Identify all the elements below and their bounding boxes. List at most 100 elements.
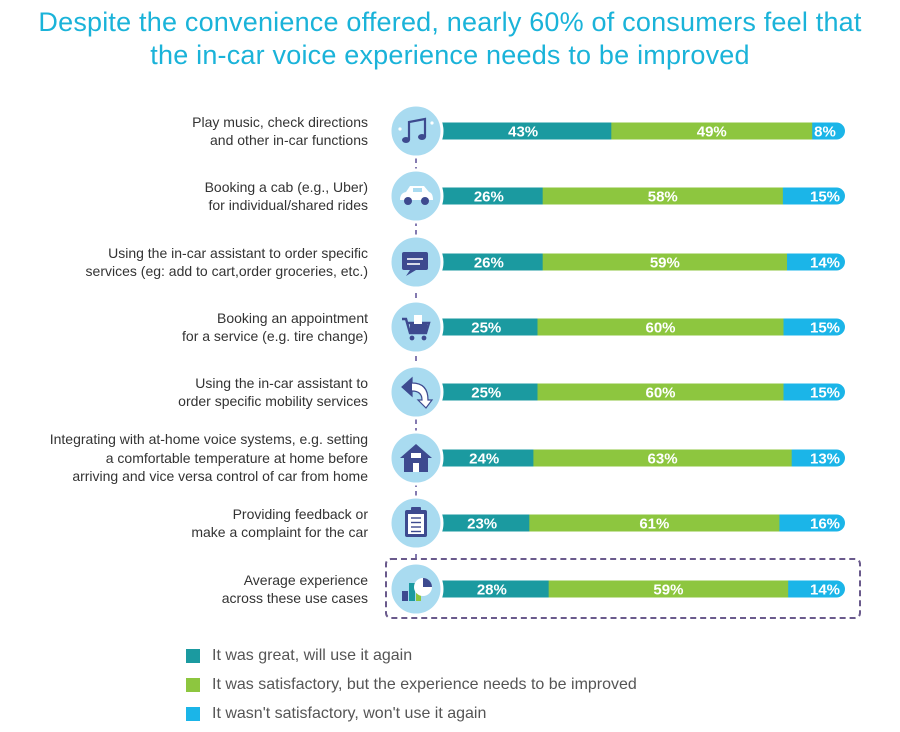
bar-row-7: 23% 61% 16% bbox=[435, 514, 845, 533]
bar-segment-satisfactory bbox=[529, 514, 780, 532]
data-label-not-satisfactory: 13% bbox=[810, 451, 840, 468]
bar-pie-icon bbox=[388, 561, 444, 617]
data-label-satisfactory: 60% bbox=[645, 320, 675, 337]
bar-segment-not-satisfactory bbox=[782, 187, 837, 205]
data-label-great: 25% bbox=[471, 385, 501, 402]
icon-circle bbox=[388, 103, 444, 159]
bar-row-6: 24% 63% 13% bbox=[435, 449, 845, 468]
data-label-great: 43% bbox=[508, 124, 538, 141]
shopping-cart-icon bbox=[388, 299, 444, 355]
data-label-satisfactory: 60% bbox=[645, 385, 675, 402]
bar-row-1: 43% 49% 8% bbox=[435, 122, 845, 141]
row-label-line: Providing feedback or bbox=[232, 505, 368, 522]
data-label-satisfactory: 49% bbox=[697, 124, 727, 141]
data-label-great: 26% bbox=[474, 189, 504, 206]
car-icon bbox=[388, 168, 444, 224]
data-label-satisfactory: 63% bbox=[648, 451, 678, 468]
row-label-line: Average experience bbox=[243, 571, 368, 588]
data-label-not-satisfactory: 14% bbox=[810, 582, 840, 599]
data-label-great: 25% bbox=[471, 320, 501, 337]
data-label-not-satisfactory: 14% bbox=[810, 255, 840, 272]
bar-segment-great bbox=[435, 514, 530, 532]
bar-segment-not-satisfactory bbox=[812, 122, 837, 140]
bar-segment-great bbox=[435, 580, 550, 598]
legend-item-not-satisfactory: It wasn't satisfactory, won't use it aga… bbox=[186, 699, 637, 728]
row-label-line: Booking an appointment bbox=[217, 309, 368, 326]
chart-title: Despite the convenience offered, nearly … bbox=[0, 6, 900, 72]
bar-segment-satisfactory bbox=[537, 318, 784, 336]
data-label-satisfactory: 61% bbox=[639, 516, 669, 533]
bar-segment-great bbox=[435, 122, 612, 140]
data-label-great: 28% bbox=[477, 582, 507, 599]
legend-label-great: It was great, will use it again bbox=[212, 646, 413, 664]
chart-title-line-2: the in-car voice experience needs to be … bbox=[150, 40, 750, 70]
bar-segment-not-satisfactory bbox=[779, 514, 837, 532]
data-label-satisfactory: 59% bbox=[650, 255, 680, 272]
row-label-line: across these use cases bbox=[221, 590, 368, 606]
row-label-line: for individual/shared rides bbox=[208, 197, 368, 213]
bar-segment-satisfactory bbox=[533, 449, 793, 467]
row-label-line: make a complaint for the car bbox=[191, 524, 368, 540]
row-label-line: a comfortable temperature at home before bbox=[105, 449, 368, 466]
bar-segment-great bbox=[435, 449, 534, 467]
bar-segment-not-satisfactory bbox=[791, 449, 837, 467]
arrow-return-icon bbox=[388, 364, 444, 420]
legend-swatch-great bbox=[186, 648, 200, 663]
data-label-not-satisfactory: 8% bbox=[814, 124, 836, 141]
legend-item-great: It was great, will use it again bbox=[186, 641, 637, 670]
data-label-not-satisfactory: 16% bbox=[810, 516, 840, 533]
bar-row-8: 28% 59% 14% bbox=[435, 580, 845, 599]
bar-segment-satisfactory bbox=[542, 253, 788, 271]
data-label-great: 24% bbox=[469, 451, 499, 468]
data-label-not-satisfactory: 15% bbox=[810, 189, 840, 206]
legend-label-satisfactory: It was satisfactory, but the experience … bbox=[212, 675, 637, 693]
bar-row-4: 25% 60% 15% bbox=[435, 318, 845, 337]
row-label-5: Using the in-car assistant to order speci… bbox=[0, 374, 368, 411]
row-label-line: Booking a cab (e.g., Uber) bbox=[204, 178, 368, 195]
row-label-line: for a service (e.g. tire change) bbox=[182, 328, 368, 344]
bar-row-2: 26% 58% 15% bbox=[435, 187, 845, 206]
chat-bubble-icon bbox=[388, 234, 444, 290]
bar-segment-great bbox=[435, 187, 544, 205]
row-label-line: Using the in-car assistant to order spec… bbox=[108, 244, 368, 261]
bar-segment-not-satisfactory bbox=[783, 383, 837, 401]
data-label-not-satisfactory: 15% bbox=[810, 385, 840, 402]
row-label-line: order specific mobility services bbox=[178, 393, 368, 409]
bar-segment-great bbox=[435, 253, 544, 271]
average-highlight-box bbox=[385, 558, 861, 619]
row-label-line: services (eg: add to cart,order grocerie… bbox=[85, 263, 368, 279]
bar-segment-satisfactory bbox=[611, 122, 813, 140]
clipboard-icon bbox=[388, 495, 444, 551]
data-label-satisfactory: 59% bbox=[653, 582, 683, 599]
row-label-4: Booking an appointment for a service (e.g… bbox=[0, 309, 368, 346]
row-label-1: Play music, check directions and other in… bbox=[0, 113, 368, 150]
legend-label-not-satisfactory: It wasn't satisfactory, won't use it aga… bbox=[212, 704, 487, 722]
row-label-2: Booking a cab (e.g., Uber) for individual… bbox=[0, 178, 368, 215]
bar-segment-satisfactory bbox=[548, 580, 789, 598]
bar-segment-not-satisfactory bbox=[788, 580, 837, 598]
data-label-great: 23% bbox=[467, 516, 497, 533]
legend-swatch-satisfactory bbox=[186, 677, 200, 692]
legend-item-satisfactory: It was satisfactory, but the experience … bbox=[186, 670, 637, 699]
bar-segment-not-satisfactory bbox=[783, 318, 837, 336]
bar-segment-satisfactory bbox=[542, 187, 784, 205]
legend: It was great, will use it again It was s… bbox=[186, 641, 637, 728]
row-label-6: Integrating with at-home voice systems, … bbox=[0, 430, 368, 486]
row-label-line: arriving and vice versa control of car f… bbox=[72, 468, 368, 485]
data-label-satisfactory: 58% bbox=[648, 189, 678, 206]
row-label-line: Integrating with at-home voice systems, … bbox=[49, 431, 368, 448]
row-label-8: Average experience across these use cases bbox=[0, 571, 368, 608]
row-label-line: Using the in-car assistant to bbox=[195, 374, 368, 391]
bar-segment-great bbox=[435, 318, 538, 336]
row-label-3: Using the in-car assistant to order spec… bbox=[0, 244, 368, 281]
bar-segment-not-satisfactory bbox=[787, 253, 837, 271]
data-label-great: 26% bbox=[474, 255, 504, 272]
bar-segment-satisfactory bbox=[537, 383, 784, 401]
chart-title-line-1: Despite the convenience offered, nearly … bbox=[38, 7, 862, 37]
row-label-line: Play music, check directions bbox=[192, 113, 368, 130]
music-note-icon bbox=[388, 103, 444, 159]
home-icon bbox=[388, 430, 444, 486]
data-label-not-satisfactory: 15% bbox=[810, 320, 840, 337]
bar-segment-great bbox=[435, 383, 538, 401]
